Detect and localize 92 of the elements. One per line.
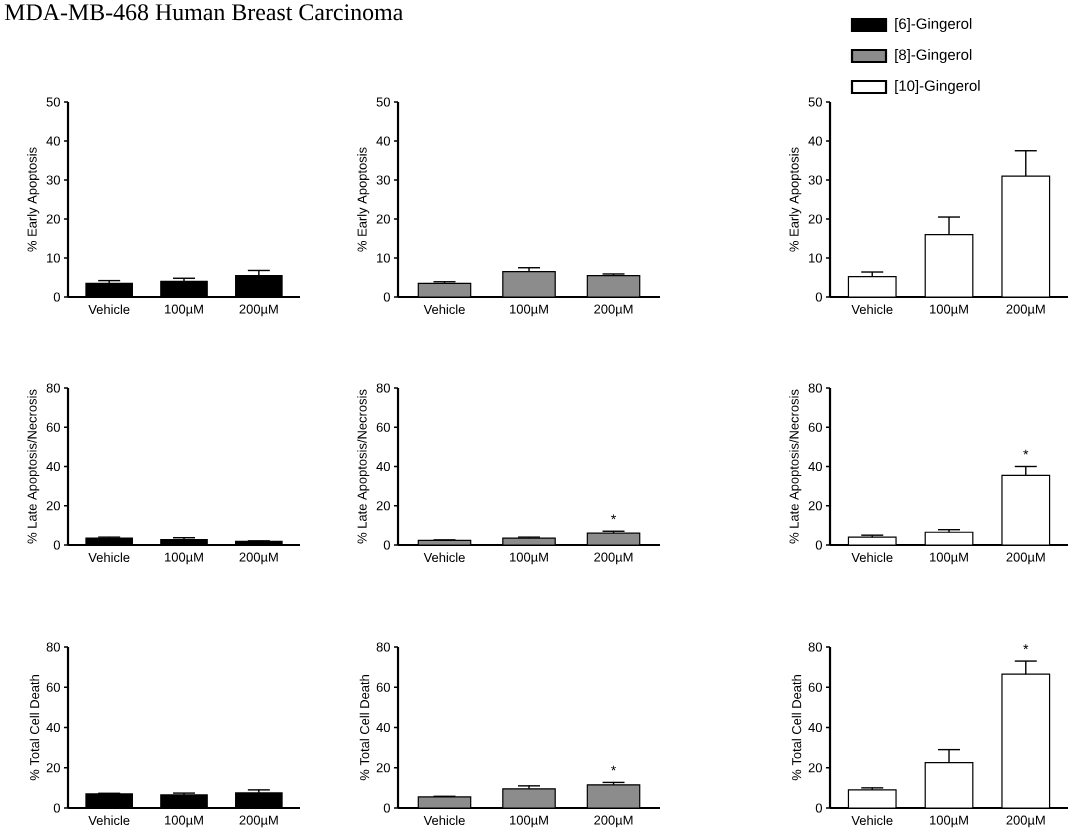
y-tick-label: 0 [815,540,822,550]
x-tick-label: 100µM [930,815,968,828]
y-tick-label: 40 [376,461,390,472]
y-tick-label: 20 [808,763,822,773]
legend-label: [10]-Gingerol [895,80,980,94]
y-axis-title: % Total Cell Death [359,675,370,781]
x-tick-label: 200µM [239,815,278,828]
y-tick-label: 60 [376,682,390,692]
y-tick-label: 0 [53,803,60,813]
y-tick-label: 40 [808,461,822,472]
y-tick-label: 60 [808,422,822,432]
y-tick-label: 20 [46,501,60,511]
y-tick-label: 20 [808,501,822,511]
y-tick-label: 10 [47,253,60,263]
x-tick-label: 100µM [930,552,968,565]
x-tick-label: 200µM [594,552,633,565]
x-tick-label: 100µM [165,552,203,565]
y-axis-title: % Early Apoptosis [27,147,40,252]
y-tick-label: 0 [815,292,822,302]
y-tick-label: 0 [383,292,390,302]
x-tick-label: Vehicle [851,552,893,563]
y-tick-label: 0 [53,540,60,550]
x-tick-label: 200µM [1006,552,1045,565]
x-tick-label: 100µM [165,815,203,828]
y-tick-label: 80 [376,642,390,652]
y-tick-label: 30 [376,175,390,185]
y-tick-label: 40 [808,722,822,733]
x-tick-label: Vehicle [88,815,130,826]
y-tick-label: 20 [808,214,822,224]
legend-label: [6]-Gingerol [895,18,972,32]
y-tick-label: 60 [46,682,60,692]
y-tick-label: 0 [383,540,390,550]
y-tick-label: 50 [808,97,822,107]
y-axis-title: % Late Apoptosis/Necrosis [357,389,370,544]
x-tick-label: 100µM [510,552,548,565]
y-tick-label: 80 [46,383,60,393]
x-tick-label: Vehicle [423,552,465,563]
chart-title: MDA-MB-468 Human Breast Carcinoma [4,4,403,21]
y-tick-label: 40 [376,722,390,733]
y-tick-label: 20 [376,763,390,773]
x-tick-label: 200µM [239,304,278,317]
y-tick-label: 0 [383,803,390,813]
y-tick-label: 80 [376,383,390,393]
y-tick-label: 40 [46,461,60,472]
y-tick-label: 60 [376,422,390,432]
y-tick-label: 30 [808,175,822,185]
annotation: * [611,514,617,520]
legend-label: [8]-Gingerol [895,49,972,63]
y-tick-label: 40 [46,722,60,733]
x-tick-label: 100µM [510,304,548,317]
y-axis-title: % Total Cell Death [791,675,802,781]
y-tick-label: 60 [808,682,822,692]
y-tick-label: 20 [46,763,60,773]
y-tick-label: 10 [377,253,390,263]
annotation: * [1023,449,1029,455]
y-tick-label: 20 [376,501,390,511]
x-tick-label: Vehicle [851,815,893,826]
annotation: * [1023,644,1029,650]
y-axis-title: % Early Apoptosis [357,147,370,252]
x-tick-label: 200µM [1006,304,1045,317]
x-tick-label: 200µM [594,815,633,828]
y-axis-title: % Late Apoptosis/Necrosis [27,389,40,544]
x-tick-label: Vehicle [88,304,130,315]
y-tick-label: 0 [815,803,822,813]
y-axis-title: % Early Apoptosis [789,147,802,252]
x-tick-label: 200µM [1006,815,1045,828]
x-tick-label: Vehicle [423,304,465,315]
y-tick-label: 80 [808,642,822,652]
annotation: * [611,765,617,771]
y-tick-label: 80 [808,383,822,393]
x-tick-label: 200µM [239,552,278,565]
x-tick-label: 100µM [165,304,203,317]
y-tick-label: 60 [46,422,60,432]
y-tick-label: 50 [376,97,390,107]
y-axis-title: % Total Cell Death [29,675,40,781]
x-tick-label: Vehicle [88,552,130,563]
x-tick-label: 100µM [930,304,968,317]
y-tick-label: 0 [53,292,60,302]
x-tick-label: Vehicle [851,304,893,315]
y-tick-label: 50 [46,97,60,107]
y-axis-title: % Late Apoptosis/Necrosis [789,389,802,544]
x-tick-label: Vehicle [423,815,465,826]
x-tick-label: 200µM [594,304,633,317]
y-tick-label: 20 [46,214,60,224]
y-tick-label: 40 [808,136,822,146]
y-tick-label: 40 [46,136,60,146]
y-tick-label: 20 [376,214,390,224]
y-tick-label: 30 [46,175,60,185]
x-tick-label: 100µM [510,815,548,828]
y-tick-label: 80 [46,642,60,652]
y-tick-label: 40 [376,136,390,146]
y-tick-label: 10 [809,253,822,263]
